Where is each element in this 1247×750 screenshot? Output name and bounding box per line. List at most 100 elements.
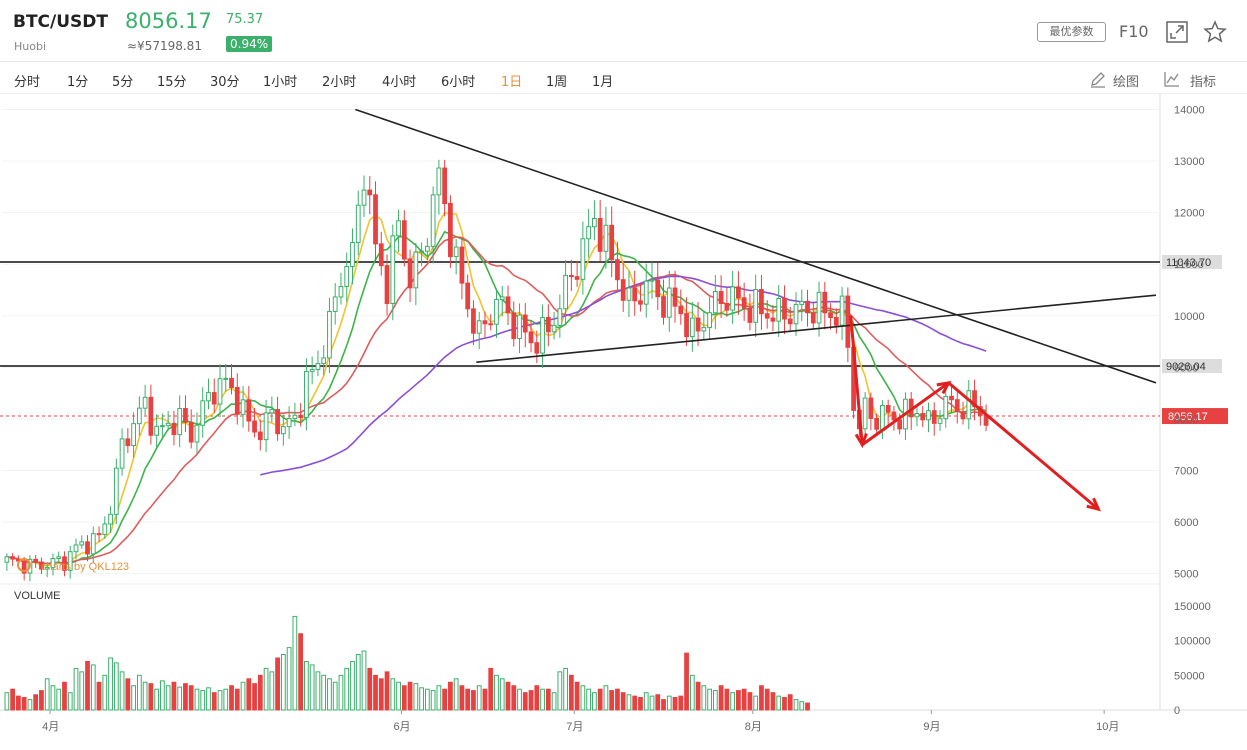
candle-body [540, 316, 545, 354]
current-price-box [1162, 408, 1228, 425]
period-1w[interactable]: 1周 [546, 75, 568, 90]
volume-bar [764, 688, 770, 711]
fullscreen-icon[interactable] [1165, 20, 1189, 44]
volume-bar [672, 697, 678, 711]
draw-button[interactable]: 绘图 [1113, 75, 1140, 90]
volume-bar [563, 667, 568, 711]
period-1h[interactable]: 1小时 [263, 75, 298, 90]
volume-bar [465, 688, 471, 711]
price-tick-label: 7000 [1174, 466, 1198, 478]
candle-body [655, 279, 661, 298]
volume-bar [136, 674, 142, 711]
period-15m[interactable]: 15分 [157, 75, 187, 90]
candle-body [949, 395, 954, 401]
candle-body [920, 413, 926, 421]
volume-bar [4, 692, 10, 711]
pair-name[interactable]: BTC/USDT [13, 12, 108, 32]
volume-bar [373, 674, 378, 711]
candle-body [649, 279, 655, 282]
volume-bar [350, 660, 355, 711]
candle-body [626, 287, 632, 301]
period-5m[interactable]: 5分 [112, 75, 134, 90]
volume-bar [736, 690, 741, 711]
candle-body [747, 307, 753, 323]
candle-body [240, 399, 246, 415]
volume-tick-label: 0 [1174, 705, 1180, 717]
candle-body [926, 410, 931, 421]
volume-bar [16, 695, 21, 711]
candle-body [833, 317, 839, 326]
volume-bar [344, 667, 350, 711]
period-1d[interactable]: 1日 [501, 75, 523, 90]
candlestick-chart[interactable]: 11043.70 9026.04 8056.17 14000 13000 12000 11… [0, 94, 1247, 750]
price-tick-label: 9000 [1174, 362, 1198, 374]
draw-pen-icon[interactable] [1088, 69, 1108, 89]
period-6h[interactable]: 6小时 [441, 75, 476, 90]
candle-body [672, 287, 678, 307]
candle-body [453, 246, 459, 258]
volume-bar [597, 688, 603, 711]
candle-body [592, 217, 597, 228]
period-4h[interactable]: 4小时 [382, 75, 417, 90]
candle-body [482, 320, 488, 325]
period-2h[interactable]: 2小时 [322, 75, 357, 90]
period-1mo[interactable]: 1月 [592, 75, 614, 90]
volume-bar [511, 685, 517, 711]
arrow-head [936, 380, 952, 395]
candle-body [206, 392, 211, 402]
indicator-icon[interactable] [1162, 69, 1182, 89]
candle-body [609, 224, 615, 261]
volume-bar [574, 681, 580, 711]
period-timeline[interactable]: 分时 [14, 75, 41, 90]
level-label: 9026.04 [1166, 361, 1206, 373]
period-30m[interactable]: 30分 [210, 75, 240, 90]
volume-bar [649, 695, 655, 711]
price-change: 75.37 [226, 12, 264, 27]
candle-body [344, 265, 350, 288]
candle-body [148, 396, 154, 436]
candle-body [701, 327, 707, 332]
volume-bars [4, 615, 810, 711]
volume-bar [229, 685, 234, 711]
volume-tick-label: 100000 [1174, 636, 1211, 648]
candle-body [620, 279, 626, 301]
month-label: 7月 [566, 721, 583, 733]
candle-body [787, 318, 793, 325]
candle-body [211, 392, 217, 405]
star-icon[interactable] [1203, 20, 1227, 44]
volume-bar [102, 674, 108, 711]
volume-bar [707, 688, 712, 711]
candle-body [373, 194, 378, 245]
volume-bar [131, 685, 136, 711]
volume-bar [689, 674, 695, 711]
candle-body [586, 226, 592, 240]
candle-body [419, 250, 424, 253]
trend-lines [355, 108, 1157, 384]
period-1m[interactable]: 1分 [67, 75, 89, 90]
candle-body [678, 305, 684, 315]
volume-bar [759, 685, 764, 711]
best-params-button[interactable]: 最优参数 [1037, 22, 1106, 42]
candle-body [90, 533, 96, 555]
volume-bar [309, 664, 315, 711]
candle-body [298, 414, 304, 418]
f10-button[interactable]: F10 [1119, 22, 1149, 41]
candle-body [718, 291, 724, 305]
candle-body [810, 312, 816, 324]
volume-bar [505, 681, 511, 711]
candle-body [292, 414, 298, 419]
volume-bar [154, 688, 160, 711]
candle-body [897, 419, 903, 430]
volume-bar [753, 695, 759, 711]
indicator-button[interactable]: 指标 [1190, 75, 1217, 90]
volume-bar [50, 685, 56, 711]
candle-body [707, 312, 712, 329]
volume-bar [396, 681, 401, 711]
candle-body [638, 300, 643, 305]
candle-body [759, 288, 764, 315]
volume-bar [557, 671, 563, 711]
volume-bar [206, 687, 211, 711]
candle-body [937, 418, 943, 424]
volume-bar [540, 688, 545, 711]
candle-body [321, 357, 327, 364]
